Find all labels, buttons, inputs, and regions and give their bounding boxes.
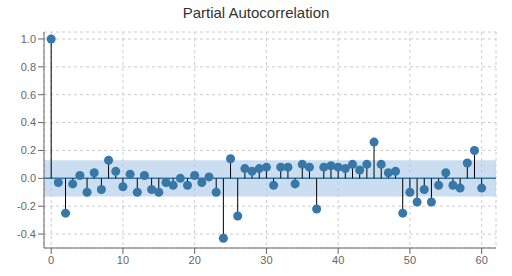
svg-text:0.8: 0.8 [21,61,36,73]
svg-text:60: 60 [476,254,488,266]
svg-text:30: 30 [260,254,272,266]
svg-text:0.6: 0.6 [21,89,36,101]
svg-text:0.0: 0.0 [21,172,36,184]
svg-text:10: 10 [117,254,129,266]
svg-text:0: 0 [48,254,54,266]
svg-text:0.4: 0.4 [21,116,36,128]
svg-text:0.2: 0.2 [21,144,36,156]
svg-text:-0.4: -0.4 [17,228,36,240]
svg-text:-0.2: -0.2 [17,200,36,212]
svg-text:40: 40 [332,254,344,266]
svg-text:50: 50 [404,254,416,266]
svg-text:1.0: 1.0 [21,33,36,45]
svg-text:20: 20 [189,254,201,266]
html-text:Partial Autocorrelation: Partial Autocorrelation [182,4,330,21]
